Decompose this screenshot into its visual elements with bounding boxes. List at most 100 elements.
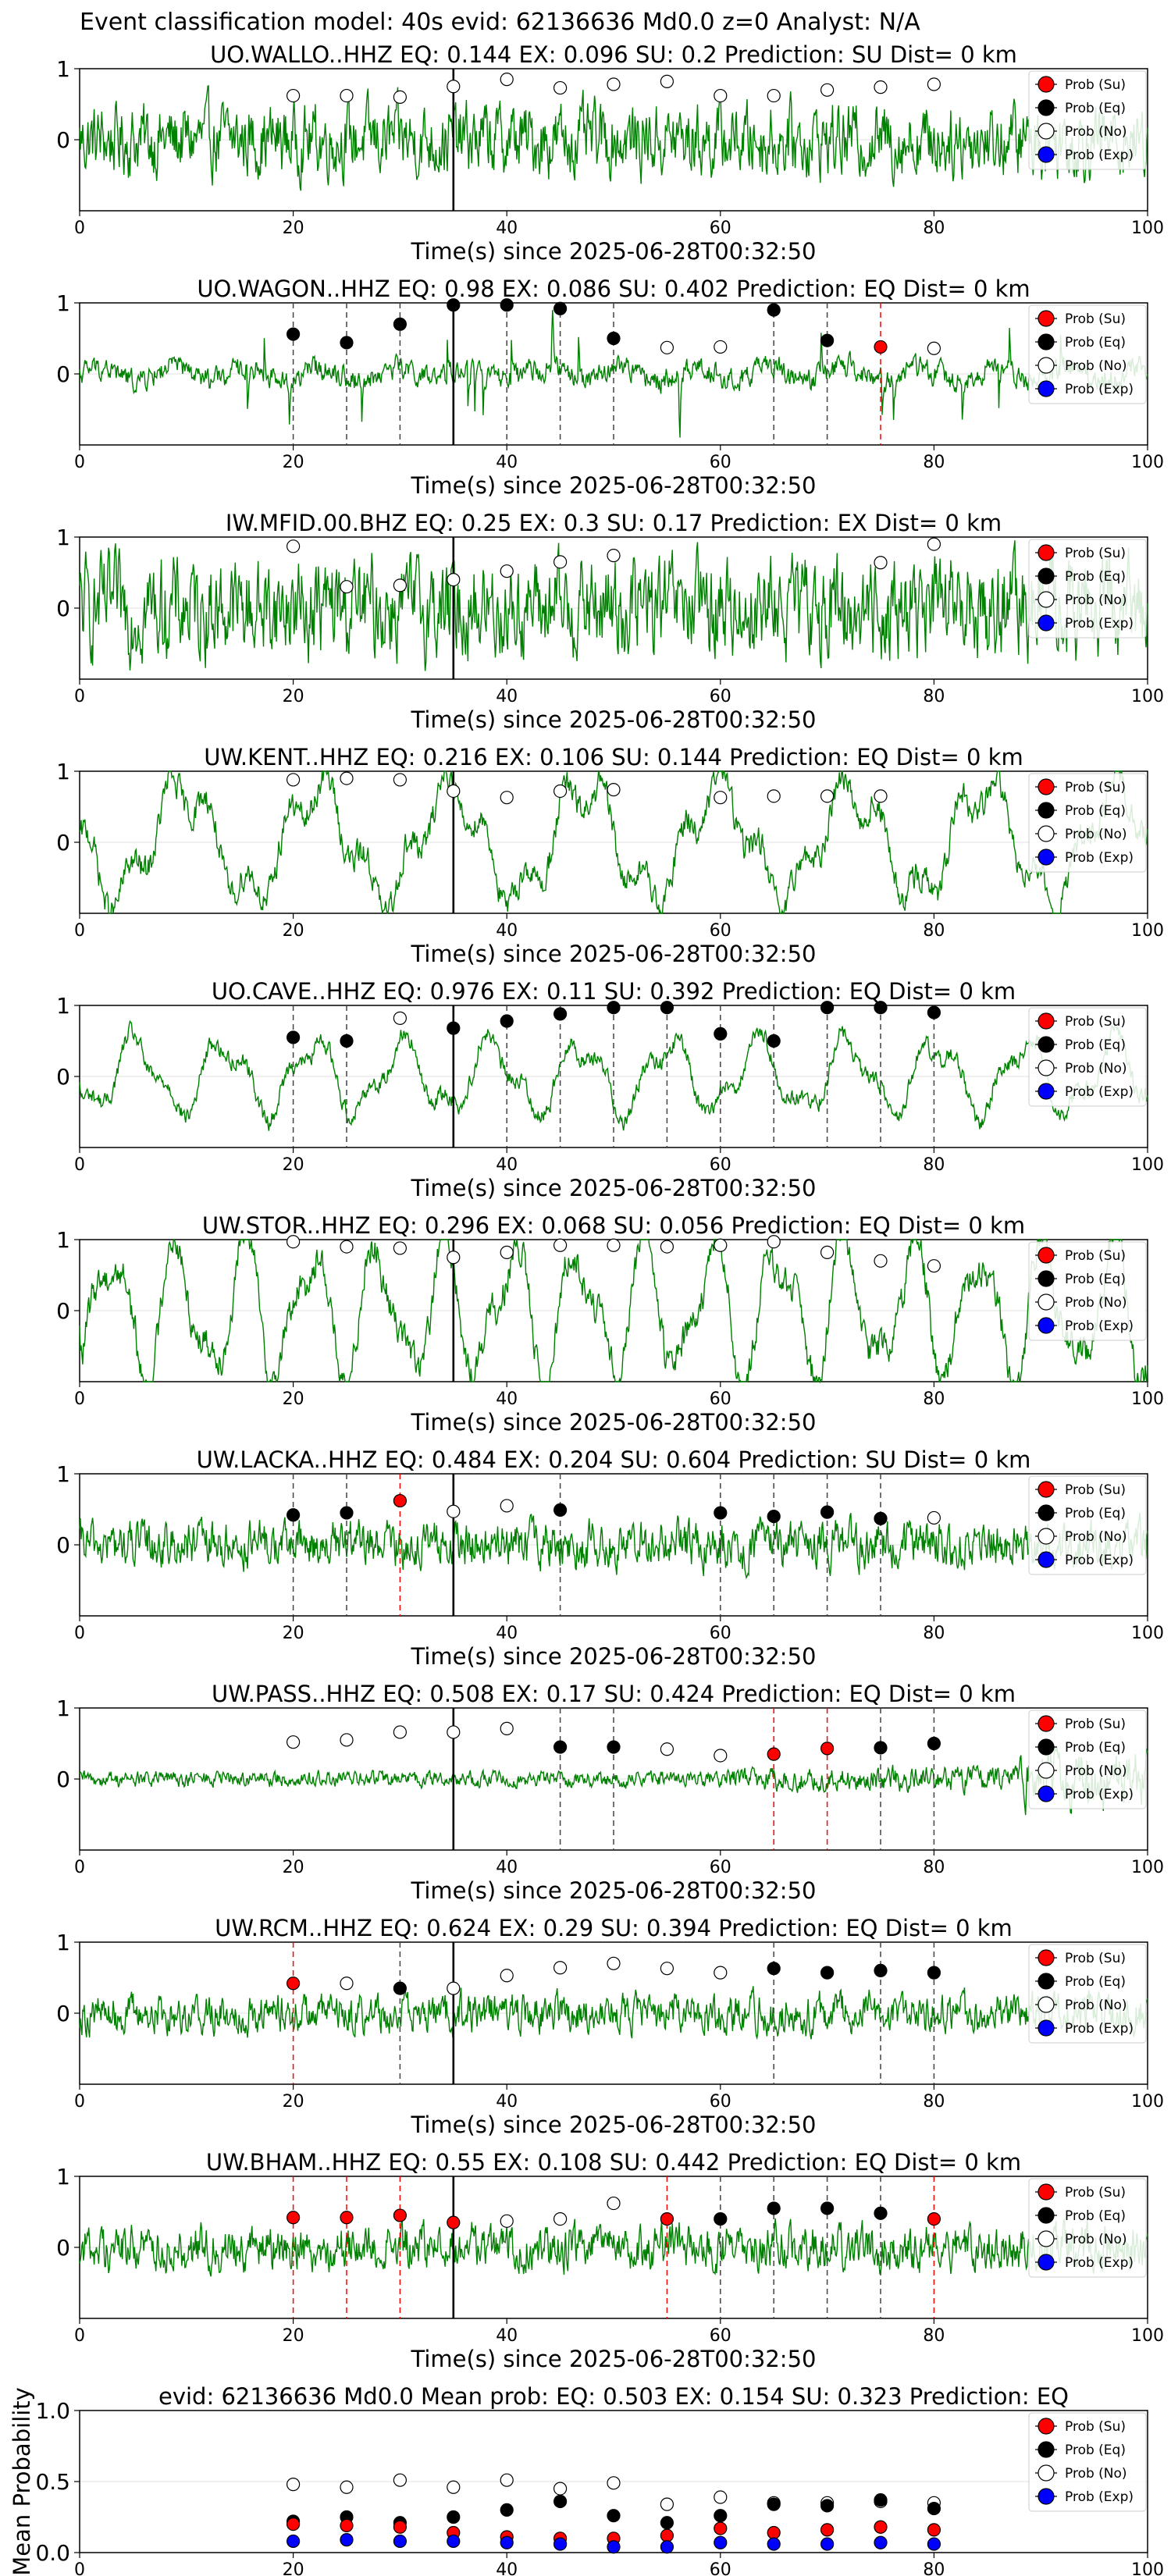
prob-point bbox=[820, 789, 835, 803]
prob-point bbox=[393, 1725, 408, 1739]
legend-marker bbox=[1038, 1996, 1055, 2013]
prob-point bbox=[340, 88, 354, 103]
prob-point bbox=[393, 1493, 408, 1508]
legend-label: Prob (Exp) bbox=[1065, 148, 1134, 163]
chart-panel-11: Prob (Su) Prob (Eq) Prob (No) Prob (Exp) 0.0… bbox=[9, 2383, 1164, 2576]
mean-prob-point bbox=[767, 2537, 781, 2551]
prob-point bbox=[767, 789, 781, 803]
prob-point bbox=[553, 555, 568, 569]
x-tick-label: 20 bbox=[283, 2560, 304, 2576]
x-tick-label: 20 bbox=[283, 453, 304, 472]
y-tick-label: 0 bbox=[56, 1532, 70, 1558]
y-tick-label: 0 bbox=[56, 127, 70, 153]
prob-point bbox=[607, 2196, 621, 2211]
mean-prob-point bbox=[820, 2523, 835, 2537]
x-tick-label: 20 bbox=[283, 219, 304, 238]
prob-point bbox=[500, 1499, 514, 1513]
prob-point bbox=[287, 2211, 301, 2225]
legend-marker bbox=[1038, 778, 1055, 795]
prob-point bbox=[607, 1238, 621, 1252]
legend-marker bbox=[1038, 2207, 1055, 2224]
x-tick-label: 60 bbox=[710, 2092, 731, 2112]
legend-box bbox=[1028, 304, 1147, 404]
legend-box bbox=[1028, 2412, 1147, 2512]
prob-point bbox=[927, 77, 941, 91]
prob-point bbox=[340, 771, 354, 785]
prob-point bbox=[393, 773, 408, 787]
prob-point bbox=[553, 784, 568, 799]
x-tick-label: 80 bbox=[923, 2560, 945, 2576]
prob-point bbox=[393, 317, 408, 331]
legend-marker bbox=[1038, 310, 1055, 327]
legend-marker bbox=[1038, 99, 1055, 116]
mean-prob-point bbox=[874, 2493, 888, 2507]
mean-prob-point bbox=[607, 2540, 621, 2554]
legend-label: Prob (Su) bbox=[1065, 546, 1126, 561]
mean-prob-point bbox=[660, 2516, 674, 2530]
legend-box bbox=[1028, 1944, 1147, 2044]
x-tick-label: 100 bbox=[1131, 453, 1164, 472]
prob-point bbox=[553, 1961, 568, 1975]
mean-prob-point bbox=[287, 2478, 301, 2492]
legend-label: Prob (Eq) bbox=[1065, 1974, 1126, 1990]
legend-label: Prob (Su) bbox=[1065, 1482, 1126, 1498]
y-tick-label: 0 bbox=[56, 2001, 70, 2026]
legend-label: Prob (Exp) bbox=[1065, 1318, 1134, 1334]
waveform-trace bbox=[79, 770, 1148, 915]
x-axis-label: Time(s) since 2025-06-28T00:32:50 bbox=[411, 941, 817, 967]
y-tick-label: 0 bbox=[56, 1298, 70, 1324]
mean-prob-point bbox=[714, 2521, 728, 2535]
legend-marker bbox=[1038, 2254, 1055, 2271]
legend-label: Prob (Su) bbox=[1065, 1248, 1126, 1264]
y-axis-label: Mean Probability bbox=[9, 2387, 35, 2576]
prob-point bbox=[820, 1505, 835, 1519]
waveform-trace bbox=[79, 540, 1148, 671]
x-tick-label: 0 bbox=[74, 2560, 85, 2576]
mean-prob-point bbox=[393, 2473, 408, 2487]
legend-label: Prob (No) bbox=[1065, 1763, 1127, 1779]
x-tick-label: 20 bbox=[283, 1624, 304, 1643]
legend-label: Prob (Eq) bbox=[1065, 101, 1126, 116]
y-tick-label: 1 bbox=[56, 2164, 70, 2190]
prob-point bbox=[874, 1741, 888, 1755]
x-tick-label: 40 bbox=[496, 1624, 518, 1643]
prob-point bbox=[874, 1254, 888, 1268]
mean-prob-point bbox=[660, 2540, 674, 2554]
legend-marker bbox=[1038, 1083, 1055, 1100]
legend-label: Prob (Exp) bbox=[1065, 382, 1134, 397]
prob-point bbox=[287, 327, 301, 341]
x-tick-label: 20 bbox=[283, 921, 304, 941]
legend-label: Prob (No) bbox=[1065, 1295, 1127, 1311]
y-tick-label: 0 bbox=[56, 830, 70, 856]
x-tick-label: 80 bbox=[923, 453, 945, 472]
prob-point bbox=[767, 88, 781, 103]
legend-box bbox=[1028, 2178, 1147, 2278]
chart-panel-5: Prob (Su)Prob (Eq)Prob (No)Prob (Exp)010… bbox=[56, 978, 1164, 1201]
prob-point bbox=[447, 2215, 461, 2229]
mean-prob-point bbox=[660, 2497, 674, 2511]
prob-point bbox=[927, 1966, 941, 1980]
prob-point bbox=[393, 90, 408, 105]
prob-point bbox=[447, 1725, 461, 1739]
prob-point bbox=[714, 1506, 728, 1520]
legend-marker bbox=[1038, 1528, 1055, 1545]
legend-label: Prob (Eq) bbox=[1065, 1740, 1126, 1756]
x-tick-label: 0 bbox=[74, 453, 85, 472]
legend-marker bbox=[1038, 380, 1055, 397]
legend-label: Prob (Exp) bbox=[1065, 1084, 1134, 1100]
prob-point bbox=[767, 1509, 781, 1524]
prob-point bbox=[820, 83, 835, 97]
x-tick-label: 0 bbox=[74, 2326, 85, 2346]
x-tick-label: 0 bbox=[74, 219, 85, 238]
prob-point bbox=[820, 1001, 835, 1015]
mean-prob-point bbox=[393, 2534, 408, 2549]
prob-point bbox=[447, 1504, 461, 1518]
legend-marker bbox=[1038, 2488, 1055, 2505]
prob-point bbox=[714, 1238, 728, 1252]
mean-prob-point bbox=[714, 2535, 728, 2549]
legend-label: Prob (Eq) bbox=[1065, 1506, 1126, 1521]
x-tick-label: 100 bbox=[1131, 2092, 1164, 2112]
legend-label: Prob (Exp) bbox=[1065, 2021, 1134, 2037]
waveform-trace bbox=[79, 1512, 1148, 1580]
